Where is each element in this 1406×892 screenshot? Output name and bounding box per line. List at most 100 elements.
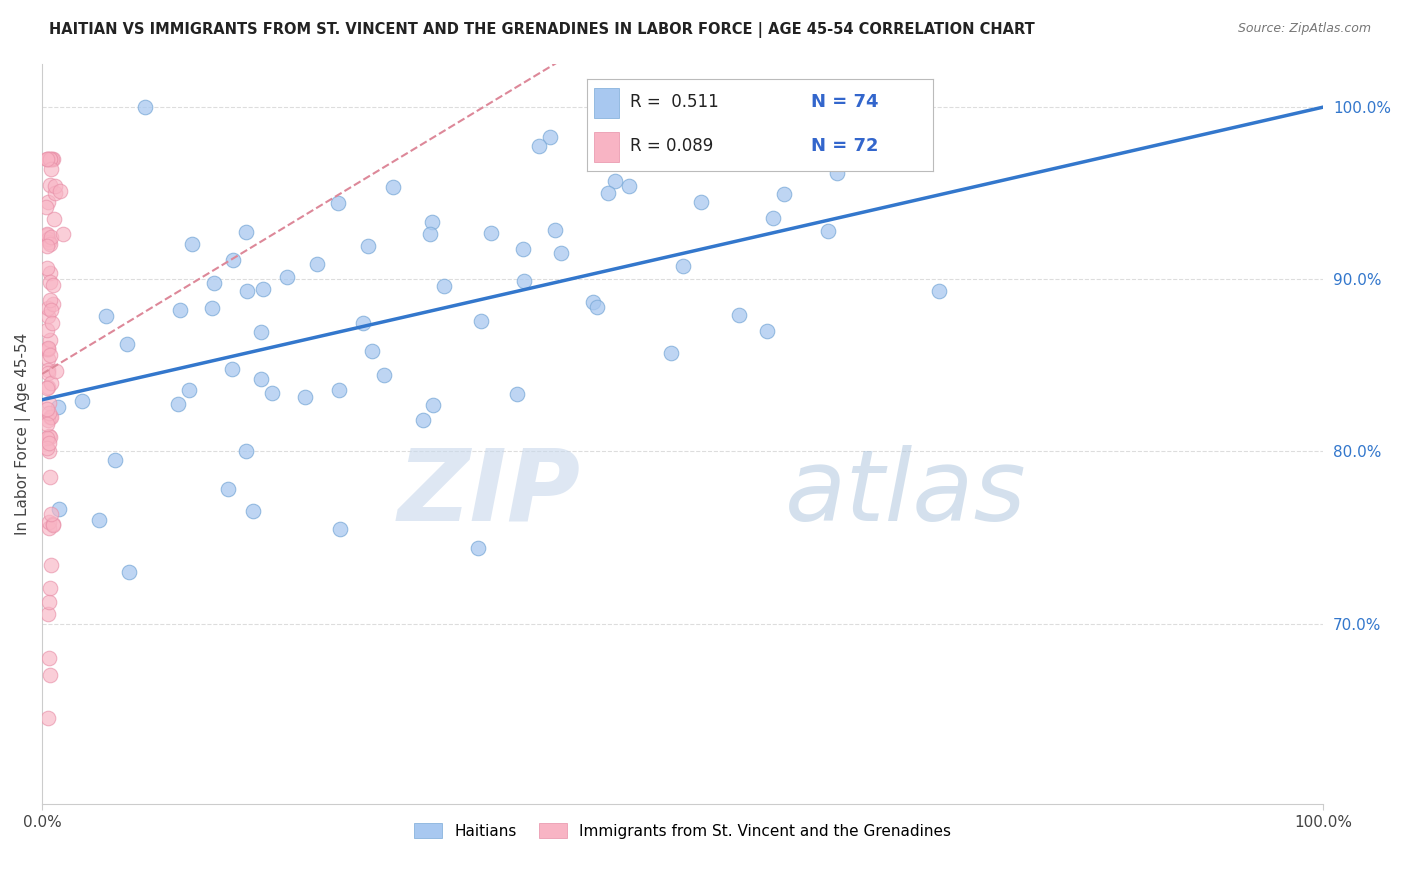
Point bbox=[39, 162, 62, 177]
Point bbox=[38, 395, 60, 409]
Point bbox=[538, 129, 561, 144]
Point bbox=[38, 334, 60, 348]
Point bbox=[419, 227, 441, 242]
Text: Source: ZipAtlas.com: Source: ZipAtlas.com bbox=[1237, 22, 1371, 36]
Point bbox=[180, 236, 202, 251]
Point bbox=[714, 100, 737, 114]
Point bbox=[37, 381, 59, 395]
Point bbox=[37, 239, 59, 253]
Point bbox=[221, 362, 243, 376]
Point bbox=[37, 363, 59, 377]
Point bbox=[543, 223, 565, 237]
Point bbox=[38, 236, 60, 251]
Point bbox=[42, 297, 65, 311]
Point bbox=[104, 453, 127, 467]
Point bbox=[860, 119, 883, 133]
Point bbox=[329, 522, 352, 536]
Point bbox=[37, 607, 59, 622]
Point bbox=[235, 444, 257, 458]
Point bbox=[582, 294, 605, 309]
Point bbox=[37, 341, 59, 355]
Point bbox=[479, 226, 502, 240]
Point bbox=[381, 180, 404, 194]
Point bbox=[42, 278, 65, 293]
Point bbox=[35, 402, 58, 417]
Point bbox=[38, 152, 60, 166]
Point bbox=[39, 348, 62, 362]
Legend: Haitians, Immigrants from St. Vincent and the Grenadines: Haitians, Immigrants from St. Vincent an… bbox=[408, 816, 957, 845]
Point bbox=[37, 194, 59, 209]
Point bbox=[37, 342, 59, 356]
Point bbox=[42, 212, 65, 227]
Point bbox=[70, 393, 93, 408]
Point bbox=[276, 270, 298, 285]
Point bbox=[617, 179, 640, 194]
Point bbox=[35, 200, 58, 214]
Point bbox=[39, 409, 62, 424]
Point bbox=[235, 225, 257, 239]
Point bbox=[37, 380, 59, 394]
Point bbox=[37, 309, 59, 323]
Point bbox=[756, 324, 779, 338]
Point bbox=[41, 152, 63, 166]
Point bbox=[42, 516, 65, 531]
Point bbox=[38, 407, 60, 421]
Text: HAITIAN VS IMMIGRANTS FROM ST. VINCENT AND THE GRENADINES IN LABOR FORCE | AGE 4: HAITIAN VS IMMIGRANTS FROM ST. VINCENT A… bbox=[49, 22, 1035, 38]
Point bbox=[37, 152, 59, 166]
Point bbox=[35, 152, 58, 166]
Point bbox=[39, 303, 62, 318]
Point bbox=[800, 153, 823, 168]
Point bbox=[38, 521, 60, 535]
Point bbox=[699, 100, 721, 114]
Point bbox=[37, 711, 59, 725]
Point bbox=[689, 195, 711, 210]
Point bbox=[596, 186, 619, 200]
Point bbox=[242, 503, 264, 517]
Point bbox=[817, 224, 839, 238]
Point bbox=[39, 558, 62, 572]
Point bbox=[44, 186, 66, 201]
Point bbox=[46, 401, 69, 415]
Point bbox=[250, 372, 273, 386]
Point bbox=[37, 417, 59, 432]
Point bbox=[863, 100, 886, 114]
Text: atlas: atlas bbox=[785, 445, 1026, 542]
Point bbox=[37, 342, 59, 356]
Point bbox=[467, 541, 489, 555]
Point bbox=[35, 227, 58, 241]
Point bbox=[38, 444, 60, 458]
Point bbox=[762, 211, 785, 225]
Point bbox=[39, 508, 62, 522]
Point bbox=[37, 431, 59, 445]
Point bbox=[200, 301, 222, 315]
Point bbox=[39, 275, 62, 289]
Point bbox=[773, 186, 796, 201]
Point bbox=[433, 278, 456, 293]
Point bbox=[39, 152, 62, 166]
Point bbox=[222, 253, 245, 268]
Point bbox=[37, 152, 59, 166]
Point bbox=[39, 430, 62, 444]
Point bbox=[45, 364, 67, 378]
Point bbox=[235, 284, 257, 298]
Point bbox=[37, 442, 59, 456]
Point bbox=[550, 246, 572, 260]
Point bbox=[217, 482, 239, 496]
Point bbox=[38, 651, 60, 665]
Point bbox=[94, 309, 117, 323]
Point bbox=[52, 227, 75, 242]
Point bbox=[603, 173, 626, 187]
Point bbox=[49, 185, 72, 199]
Point bbox=[352, 316, 374, 330]
Point bbox=[87, 513, 110, 527]
Point bbox=[48, 502, 70, 516]
Point bbox=[39, 470, 62, 484]
Point bbox=[659, 346, 682, 360]
Point bbox=[37, 301, 59, 315]
Point bbox=[825, 166, 848, 180]
Point bbox=[662, 115, 685, 129]
Text: ZIP: ZIP bbox=[398, 445, 581, 542]
Point bbox=[202, 276, 225, 290]
Point bbox=[38, 668, 60, 682]
Point bbox=[169, 302, 191, 317]
